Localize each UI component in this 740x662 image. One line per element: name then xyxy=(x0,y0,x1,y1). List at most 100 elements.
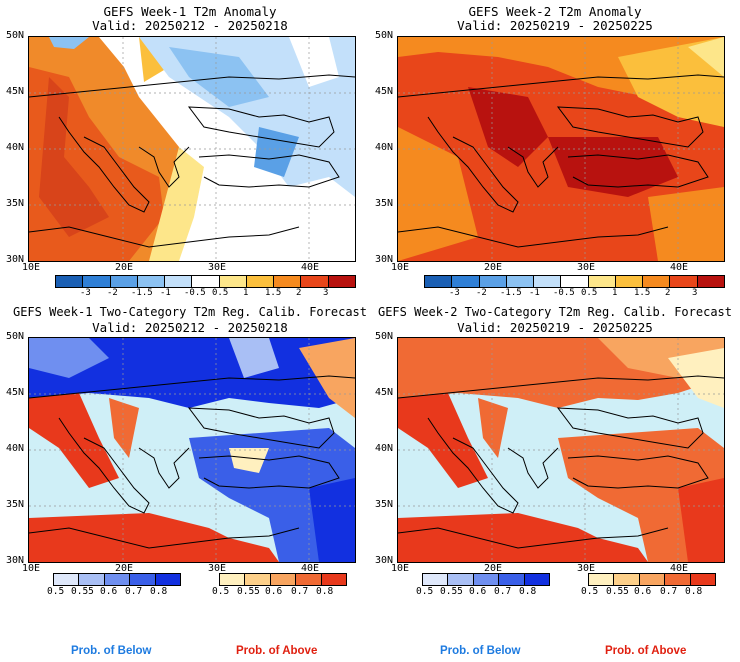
colorbar-swatch xyxy=(137,276,166,287)
colorbar-tick: -2 xyxy=(476,288,487,298)
prob-above-label: Prob. of Above xyxy=(236,645,318,657)
panel1-lon-label: 30E xyxy=(208,262,227,273)
colorbar-swatch xyxy=(56,276,84,287)
colorbar-tick: 3 xyxy=(692,288,698,298)
colorbar-swatch xyxy=(192,276,220,287)
panel3-above-prob-colorbar xyxy=(219,573,347,586)
panel1-lat-label: 30N xyxy=(6,254,25,265)
colorbar-swatch xyxy=(321,574,347,585)
prob-below-label: Prob. of Below xyxy=(71,645,152,657)
colorbar-tick: -1 xyxy=(160,288,171,298)
panel2-lat-label: 40N xyxy=(375,142,394,153)
panel2-valid-dates: Valid: 20250219 - 20250225 xyxy=(457,18,653,33)
colorbar-tick: 0.7 xyxy=(291,586,309,597)
colorbar-swatch xyxy=(524,574,550,585)
colorbar-tick: 0.55 xyxy=(237,586,260,597)
colorbar-tick: 0.55 xyxy=(440,586,463,597)
panel3-lat-label: 35N xyxy=(6,499,25,510)
panel4-title: GEFS Week-2 Two-Category T2m Reg. Calib.… xyxy=(377,305,732,319)
colorbar-tick: -3 xyxy=(449,288,460,298)
panel2-lon-label: 20E xyxy=(484,262,503,273)
colorbar-swatch xyxy=(479,276,507,287)
colorbar-tick: 2 xyxy=(296,288,302,298)
panel3-below-prob-colorbar xyxy=(53,573,181,586)
panel2-lat-label: 35N xyxy=(375,198,394,209)
panel3-lat-label: 40N xyxy=(6,443,25,454)
colorbar-swatch xyxy=(643,276,671,287)
colorbar-tick: 2 xyxy=(665,288,671,298)
panel3-lat-label: 30N xyxy=(6,555,25,566)
colorbar-swatch xyxy=(296,574,322,585)
colorbar-swatch xyxy=(104,574,131,585)
colorbar-swatch xyxy=(130,574,156,585)
panel1-lat-label: 45N xyxy=(6,86,25,97)
panel2-lon-label: 10E xyxy=(391,262,410,273)
prob-above-label: Prob. of Above xyxy=(605,645,687,657)
panel1-lat-label: 40N xyxy=(6,142,25,153)
panel2-lat-label: 45N xyxy=(375,86,394,97)
colorbar-tick: 1 xyxy=(243,288,249,298)
colorbar-swatch xyxy=(589,574,615,585)
panel4-lat-label: 40N xyxy=(375,443,394,454)
colorbar-swatch xyxy=(473,574,500,585)
panel1-lon-label: 10E xyxy=(22,262,41,273)
panel1-anomaly-colorbar xyxy=(55,275,356,288)
colorbar-swatch xyxy=(220,574,246,585)
colorbar-swatch xyxy=(246,276,275,287)
colorbar-swatch xyxy=(274,276,302,287)
colorbar-swatch xyxy=(423,574,449,585)
panel1-map xyxy=(28,36,356,262)
colorbar-swatch xyxy=(270,574,297,585)
colorbar-swatch xyxy=(615,276,644,287)
panel4-below-prob-colorbar xyxy=(422,573,550,586)
panel3-lon-label: 40E xyxy=(301,563,320,574)
colorbar-tick: -0.5 xyxy=(553,288,575,298)
colorbar-tick: 0.5 xyxy=(212,586,230,597)
colorbar-swatch xyxy=(448,574,474,585)
colorbar-swatch xyxy=(245,574,271,585)
colorbar-tick: 0.55 xyxy=(71,586,94,597)
colorbar-swatch xyxy=(561,276,589,287)
colorbar-tick: 1 xyxy=(612,288,618,298)
colorbar-swatch xyxy=(79,574,105,585)
colorbar-tick: 0.5 xyxy=(581,586,599,597)
colorbar-tick: 0.8 xyxy=(685,586,703,597)
colorbar-swatch xyxy=(110,276,138,287)
colorbar-swatch xyxy=(219,276,247,287)
colorbar-tick: 0.5 xyxy=(416,586,434,597)
colorbar-swatch xyxy=(614,574,640,585)
panel3-lat-label: 45N xyxy=(6,387,25,398)
colorbar-swatch xyxy=(155,574,181,585)
panel2-title: GEFS Week-2 T2m Anomaly xyxy=(468,4,642,19)
colorbar-swatch xyxy=(639,574,666,585)
panel4-valid-dates: Valid: 20250219 - 20250225 xyxy=(457,320,653,335)
colorbar-tick: 3 xyxy=(323,288,329,298)
colorbar-tick: 0.5 xyxy=(581,288,598,298)
colorbar-tick: 0.5 xyxy=(47,586,65,597)
colorbar-tick: 0.6 xyxy=(100,586,118,597)
colorbar-swatch xyxy=(425,276,453,287)
colorbar-swatch xyxy=(506,276,535,287)
panel3-valid-dates: Valid: 20250212 - 20250218 xyxy=(92,320,288,335)
panel2-map xyxy=(397,36,725,262)
panel4-lat-label: 50N xyxy=(375,331,394,342)
colorbar-swatch xyxy=(499,574,525,585)
panel1-title: GEFS Week-1 T2m Anomaly xyxy=(103,4,277,19)
panel4-lon-label: 10E xyxy=(391,563,410,574)
colorbar-tick: 0.7 xyxy=(494,586,512,597)
colorbar-swatch xyxy=(588,276,616,287)
colorbar-tick: -3 xyxy=(80,288,91,298)
panel1-lat-label: 35N xyxy=(6,198,25,209)
colorbar-tick: 1.5 xyxy=(265,288,282,298)
colorbar-swatch xyxy=(690,574,716,585)
panel2-lat-label: 50N xyxy=(375,30,394,41)
colorbar-swatch xyxy=(328,276,355,287)
colorbar-tick: 1.5 xyxy=(634,288,651,298)
colorbar-tick: -1 xyxy=(529,288,540,298)
colorbar-tick: 0.6 xyxy=(469,586,487,597)
colorbar-tick: -1.5 xyxy=(131,288,153,298)
colorbar-tick: 0.8 xyxy=(316,586,334,597)
colorbar-tick: -2 xyxy=(107,288,118,298)
panel3-lon-label: 10E xyxy=(22,563,41,574)
prob-below-label: Prob. of Below xyxy=(440,645,521,657)
